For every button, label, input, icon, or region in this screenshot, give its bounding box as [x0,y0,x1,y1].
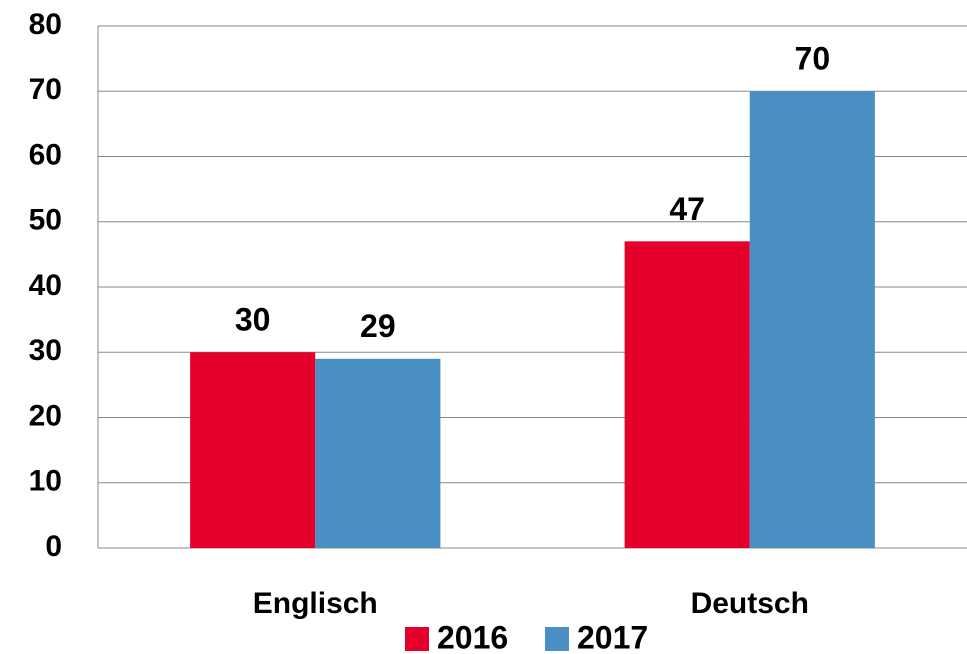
y-tick-label: 50 [29,204,62,237]
legend-label: 2017 [577,619,648,654]
y-tick-label: 70 [29,73,62,106]
y-tick-label: 80 [29,8,62,41]
value-label: 70 [795,41,831,77]
x-tick-label: Deutsch [691,587,809,620]
bar [624,241,750,548]
legend-swatch [405,627,429,651]
bar [749,91,875,548]
y-tick-label: 0 [45,530,62,563]
y-tick-label: 60 [29,138,62,171]
value-label: 29 [360,308,396,344]
legend-swatch [545,627,569,651]
value-label: 30 [235,302,271,338]
x-tick-label: Englisch [253,587,378,620]
value-label: 47 [669,191,705,227]
legend-label: 2016 [437,619,508,654]
bar [315,358,441,548]
y-tick-label: 10 [29,465,62,498]
bar [190,352,316,548]
y-tick-label: 40 [29,269,62,302]
y-tick-label: 20 [29,399,62,432]
y-tick-label: 30 [29,334,62,367]
